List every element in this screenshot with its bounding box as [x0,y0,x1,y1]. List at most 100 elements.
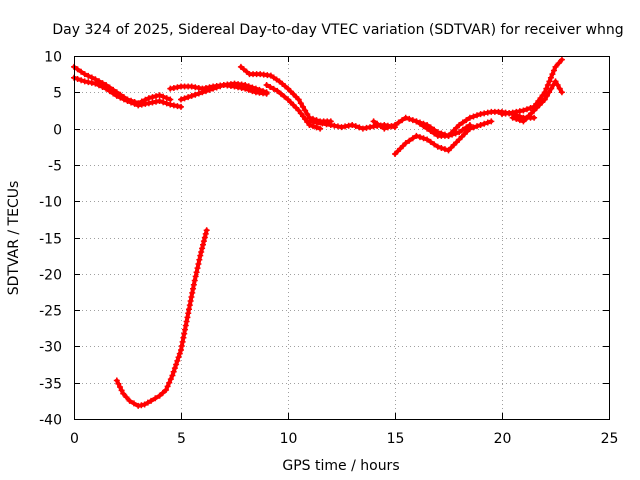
data-point [484,119,491,126]
y-tick-label: 5 [53,86,62,102]
data-point [377,123,384,130]
data-point [202,230,209,237]
data-point [206,86,213,93]
data-layer [71,56,565,409]
data-point [452,130,459,137]
data-point [85,72,92,79]
data-point [141,401,148,408]
data-point [459,126,466,133]
data-point [202,88,209,95]
data-point [445,132,452,139]
data-point [188,293,195,300]
data-point [516,117,523,124]
data-point [193,269,200,276]
data-point [149,94,156,101]
data-point [181,330,188,337]
data-point [546,89,553,96]
data-point [409,135,416,142]
data-point [159,389,166,396]
data-point [128,99,135,106]
data-point [431,141,438,148]
series-track-6 [263,82,324,132]
data-point [174,357,181,364]
data-point [118,387,125,394]
data-point [131,100,138,107]
data-point [200,241,207,248]
data-point [424,136,431,143]
data-point [416,134,423,141]
data-point [474,123,481,130]
data-point [148,397,155,404]
data-point [198,249,205,256]
data-point [106,88,113,95]
data-point [374,120,381,127]
x-tick-label: 20 [494,431,512,447]
series-track-10 [413,118,473,139]
data-point [113,92,120,99]
series-track-9 [392,118,495,158]
x-axis-label: GPS time / hours [282,458,399,474]
data-point [558,56,565,63]
data-point [130,400,137,407]
y-tick-label: 10 [44,50,62,66]
data-point [144,399,151,406]
series-track-5 [237,63,334,125]
data-point [199,89,206,96]
data-point [313,124,320,131]
data-point [201,234,208,241]
data-point [470,113,477,120]
x-tick-label: 25 [601,431,619,447]
data-point [392,121,398,128]
data-point [242,82,249,89]
data-point [200,238,207,245]
data-point [424,121,431,128]
data-point [166,379,173,386]
data-point [352,123,359,130]
data-point [156,392,163,399]
y-tick-label: -35 [39,377,62,393]
data-point [179,338,186,345]
data-point [160,99,167,106]
data-point [188,92,195,99]
data-point [167,96,174,103]
data-point [167,376,174,383]
data-point [431,126,438,133]
data-point [185,310,192,317]
data-point [74,66,81,73]
data-point [466,114,473,121]
data-point [416,119,423,126]
data-point [190,281,197,288]
data-point [189,289,196,296]
data-point [169,372,176,379]
data-point [481,120,488,127]
data-point [531,114,538,121]
data-point [466,121,473,128]
data-point [92,80,99,87]
y-tick-label: -25 [39,304,62,320]
data-point [145,95,152,102]
series-line [238,64,333,124]
y-tick-label: -20 [39,268,62,284]
data-point [195,260,202,267]
data-point [152,395,159,402]
data-point [74,75,81,82]
data-point [256,86,263,93]
plot-frame [74,56,610,420]
data-point [449,131,456,138]
data-point [438,130,445,137]
x-tick-label: 0 [70,431,79,447]
data-point [406,137,413,144]
data-point [304,111,311,118]
data-point [178,347,184,354]
data-point [406,115,413,122]
data-point [474,112,481,119]
data-point [120,96,127,103]
data-point [520,107,527,114]
data-point [199,245,206,252]
data-point [186,302,193,309]
data-point [556,85,563,92]
data-point [115,380,122,387]
data-point [191,277,198,284]
data-point [190,285,197,292]
